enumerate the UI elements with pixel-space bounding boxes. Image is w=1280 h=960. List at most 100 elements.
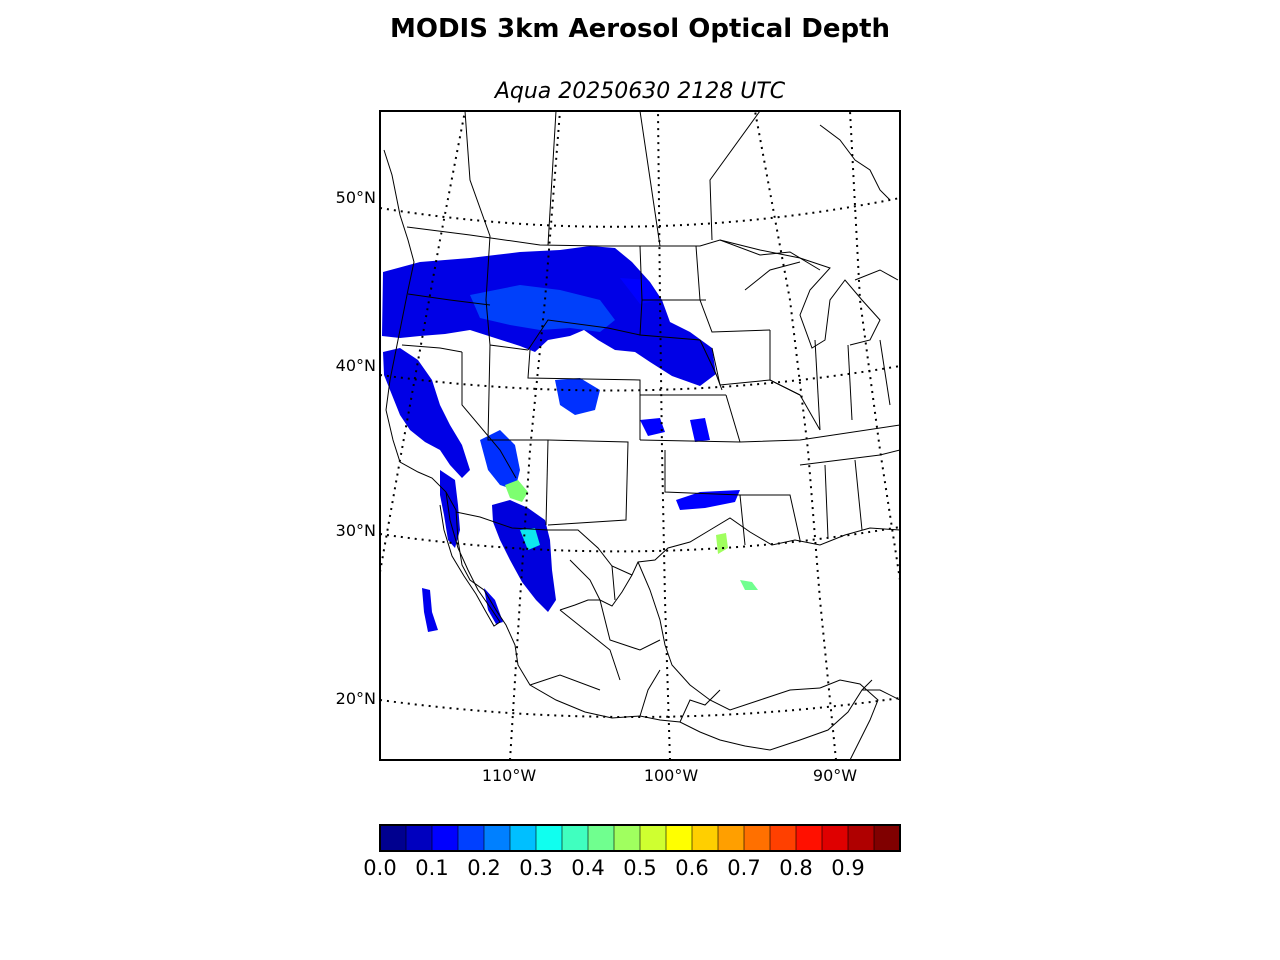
meridian-100w xyxy=(657,111,671,760)
colorbar-tick-label: 0.9 xyxy=(831,856,865,880)
boundary-lines xyxy=(383,111,900,760)
state-border-mo-ar xyxy=(725,394,900,443)
colorbar-cell xyxy=(458,825,485,851)
lat-label-30n: 30°N xyxy=(335,521,376,540)
great-lakes xyxy=(719,239,899,349)
colorbar-cell xyxy=(432,825,459,851)
aod-green-plume xyxy=(716,533,728,554)
colorbar-cell xyxy=(406,825,433,851)
chart-title: MODIS 3km Aerosol Optical Depth xyxy=(389,14,891,44)
lon-label-90w: 90°W xyxy=(812,766,858,785)
state-border-or-ca xyxy=(401,344,463,353)
aod-swath-rockies xyxy=(480,430,520,490)
colorbar-cell xyxy=(874,825,901,851)
colorbar-cell xyxy=(718,825,745,851)
colorbar-tick-label: 0.2 xyxy=(467,856,501,880)
state-border-dakotas xyxy=(639,245,723,391)
aod-swath-sierra-madre xyxy=(492,500,556,612)
state-border-mn-ia xyxy=(695,245,771,333)
state-border-in-oh xyxy=(847,344,853,421)
gulf-coastline xyxy=(559,517,900,611)
state-border-mt-wy xyxy=(527,319,641,351)
aod-data-layer xyxy=(382,246,758,632)
parallel-40n xyxy=(380,365,900,392)
aod-cyan-patch xyxy=(520,528,540,550)
colorbar-cell xyxy=(822,825,849,851)
lat-label-20n: 20°N xyxy=(335,689,376,708)
aod-green-plume xyxy=(505,480,528,502)
hudson-bay-coast xyxy=(819,124,891,201)
colorbar-cell xyxy=(510,825,537,851)
colorbar-cell xyxy=(848,825,875,851)
state-border-ms xyxy=(824,464,829,539)
colorbar xyxy=(379,824,901,852)
colorbar-frame xyxy=(379,824,901,852)
colorbar-cell xyxy=(614,825,641,851)
baja-peninsula xyxy=(439,491,501,627)
colorbar-tick-label: 0.7 xyxy=(727,856,761,880)
colorbar-cell xyxy=(770,825,797,851)
colorbar-tick-label: 0.8 xyxy=(779,856,813,880)
state-border-al xyxy=(854,459,863,531)
colorbar-cell xyxy=(380,825,407,851)
state-border-ks-ok xyxy=(639,439,741,443)
parallel-50n xyxy=(380,197,900,228)
parallel-30n xyxy=(380,526,900,553)
aod-swath-west-coast xyxy=(383,348,470,478)
state-border-ms-al xyxy=(799,449,900,466)
state-border-idaho xyxy=(485,235,529,351)
colorbar-cell xyxy=(562,825,589,851)
graticule xyxy=(380,111,900,760)
aod-green-plume xyxy=(740,580,758,590)
mexico-gulf-coast xyxy=(637,561,821,711)
state-border-oh xyxy=(879,339,891,406)
aod-swath-colorado xyxy=(555,378,600,415)
colorbar-cell xyxy=(666,825,693,851)
colorbar-cell xyxy=(536,825,563,851)
colorbar-tick-label: 0.3 xyxy=(519,856,553,880)
lon-label-110w: 110°W xyxy=(481,766,537,785)
meridian-90w xyxy=(754,111,837,760)
lon-label-100w: 100°W xyxy=(643,766,699,785)
west-coastline xyxy=(383,149,873,751)
meridian-120w xyxy=(380,111,466,573)
colorbar-cell xyxy=(588,825,615,851)
mexico-state-borders xyxy=(529,559,721,723)
map-content xyxy=(380,111,900,760)
aod-swath-baja xyxy=(440,470,460,548)
parallel-20n xyxy=(380,697,900,719)
state-border-co xyxy=(527,349,641,440)
chart-subtitle: Aqua 20250630 2128 UTC xyxy=(494,79,786,104)
colorbar-cell xyxy=(484,825,511,851)
state-border-il-in xyxy=(814,339,821,431)
state-border-wi-il xyxy=(769,330,821,431)
colorbar-tick-label: 0.1 xyxy=(415,856,449,880)
map-frame xyxy=(379,110,901,761)
meridian-110w xyxy=(509,111,561,760)
us-mexico-border xyxy=(455,511,633,576)
lat-label-40n: 40°N xyxy=(335,356,376,375)
colorbar-cells xyxy=(380,825,901,851)
state-border-ar-la xyxy=(740,494,801,541)
meridian-85w xyxy=(849,111,900,581)
central-america xyxy=(819,679,879,760)
colorbar-cell xyxy=(640,825,667,851)
state-border-wa-or xyxy=(407,293,491,306)
state-border-ok-tx xyxy=(664,450,746,546)
colorbar-tick-label: 0.0 xyxy=(363,856,397,880)
colorbar-tick-label: 0.4 xyxy=(571,856,605,880)
cuba-coast xyxy=(862,689,900,701)
colorbar-tick-label: 0.6 xyxy=(675,856,709,880)
colorbar-cell xyxy=(796,825,823,851)
colorbar-cell xyxy=(744,825,771,851)
colorbar-tick-label: 0.5 xyxy=(623,856,657,880)
state-border-az-nm xyxy=(545,439,549,526)
lat-label-50n: 50°N xyxy=(335,188,376,207)
state-border-ca-nv xyxy=(461,352,517,479)
aod-swath-north-light xyxy=(470,285,615,332)
state-border-nm-tx xyxy=(547,439,629,526)
colorbar-cell xyxy=(692,825,719,851)
canada-provinces xyxy=(464,111,761,247)
aod-swath-pacific xyxy=(422,588,438,632)
